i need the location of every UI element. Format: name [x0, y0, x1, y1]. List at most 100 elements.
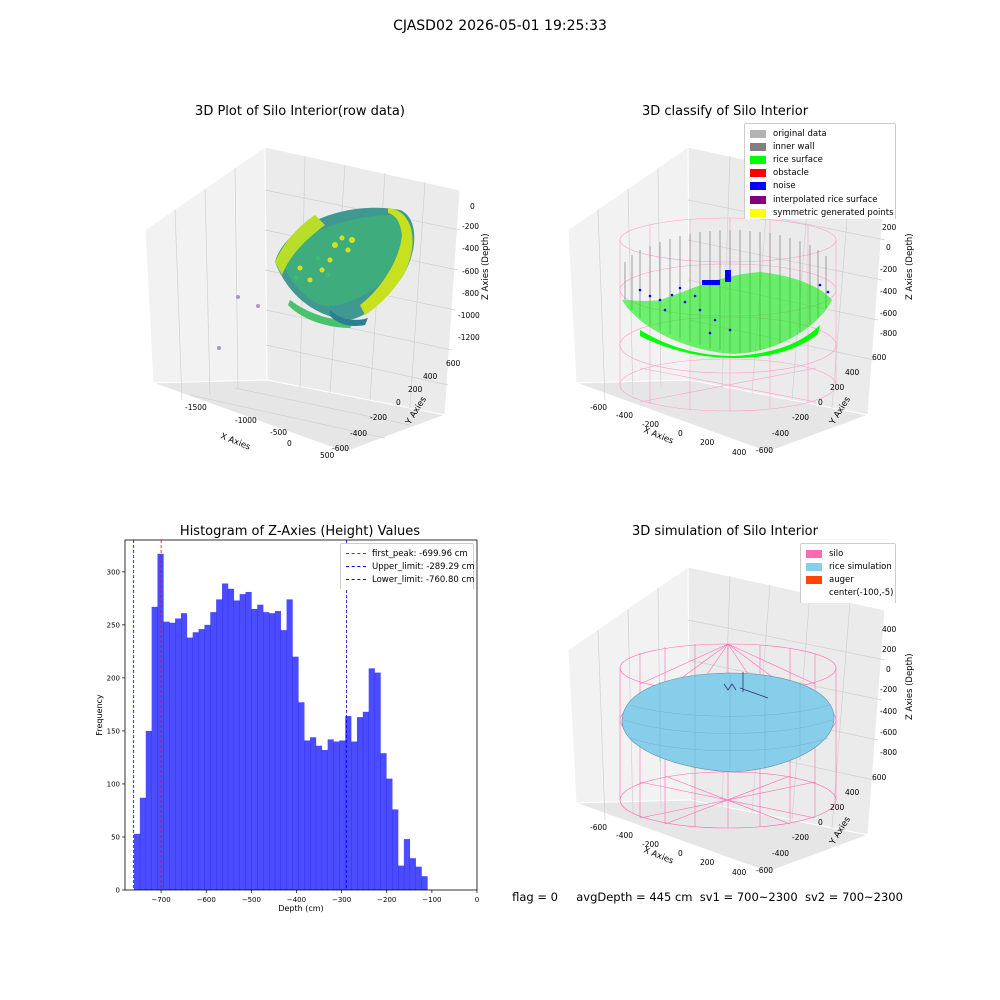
classify-ytick: 600	[872, 353, 887, 362]
classify-xtick: 400	[732, 448, 747, 457]
y-tick-label: 100	[107, 780, 120, 788]
legend-label: symmetric generated points	[773, 207, 894, 218]
histogram-bar	[175, 618, 182, 890]
simulation-ytick: -600	[756, 866, 773, 875]
histogram-bar	[134, 833, 141, 890]
classify-xtick: -400	[616, 411, 633, 420]
legend-swatch	[806, 589, 822, 597]
legend-label: Lower_limit: -760.80 cm	[372, 574, 475, 585]
simulation-ztick: -200	[880, 685, 897, 694]
legend-item-inner-wall: inner wall	[750, 140, 890, 153]
histogram-bar	[286, 599, 293, 890]
simulation-xtick: 400	[732, 868, 747, 877]
legend-swatch	[750, 169, 766, 178]
histogram-bar	[204, 624, 211, 890]
classify-ytick: 0	[818, 398, 823, 407]
histogram-bar	[321, 750, 328, 890]
simulation-ztick: 400	[882, 625, 897, 634]
raw-xtick: 500	[320, 451, 335, 460]
x-tick-label: 0	[475, 896, 479, 904]
histogram-bar	[139, 797, 147, 890]
y-tick-label: 250	[107, 621, 120, 629]
histogram-bar	[392, 809, 399, 890]
raw-left-pane	[144, 146, 268, 384]
histogram-ylabel: Frequency	[95, 694, 104, 736]
legend-label: original data	[773, 128, 827, 139]
x-tick-label: −700	[151, 896, 170, 904]
histogram-bar	[298, 702, 305, 890]
legend-swatch	[750, 129, 766, 138]
x-tick-label: −100	[422, 896, 441, 904]
simulation-ztick: -800	[880, 748, 897, 757]
histogram-bar	[216, 599, 223, 890]
histogram-bar	[180, 613, 188, 890]
histogram-bar	[415, 866, 422, 890]
histogram-bar	[169, 622, 176, 890]
raw-xtick: -1500	[185, 403, 207, 412]
raw-ztick: -1200	[458, 333, 480, 342]
raw-ztick: 0	[470, 202, 475, 211]
status-text: flag = 0 avgDepth = 445 cm sv1 = 700~230…	[512, 890, 903, 904]
histogram-bar	[351, 741, 358, 890]
legend-swatch	[750, 208, 766, 217]
raw-ytick: 400	[423, 372, 438, 381]
histogram-bar	[339, 740, 346, 890]
histogram-bar	[292, 656, 299, 890]
classify-noise	[638, 270, 830, 335]
raw-ztick: -800	[462, 289, 479, 298]
y-tick-label: 150	[107, 727, 120, 735]
raw-zlabel: Z Axies (Depth)	[481, 233, 491, 300]
histogram-bar	[222, 583, 229, 890]
figure-title: CJASD02 2026-05-01 19:25:33	[393, 18, 607, 34]
histogram-bar	[239, 594, 246, 890]
histogram-bar	[327, 739, 334, 890]
raw-ztick: -600	[462, 267, 479, 276]
classify-ytick: 200	[830, 383, 845, 392]
classify-ztick: -200	[880, 265, 897, 274]
simulation-center-marker	[723, 672, 769, 699]
histogram-bars	[134, 553, 428, 890]
classify-xtick: -600	[590, 403, 607, 412]
classify-ytick: -200	[792, 413, 809, 422]
histogram-bar	[333, 741, 340, 890]
x-tick-label: −200	[377, 896, 396, 904]
legend-label: first_peak: -699.96 cm	[372, 548, 468, 559]
histogram-bar	[374, 672, 381, 890]
legend-label: noise	[773, 181, 796, 192]
raw-xtick: 0	[287, 439, 292, 448]
y-tick-label: 300	[107, 568, 120, 576]
histogram-xlabel: Depth (cm)	[278, 904, 323, 913]
histogram-bar	[157, 553, 164, 890]
legend-line	[346, 553, 366, 555]
raw-3d-plot: -1500 -1000 -500 0 500 600 400 200 0 -20…	[144, 146, 491, 460]
histogram-bar	[368, 668, 375, 890]
legend-label: center(-100,-5)	[829, 588, 894, 599]
legend-label: Upper_limit: -289.29 cm	[372, 561, 475, 572]
histogram-legend: first_peak: -699.96 cm Upper_limit: -289…	[340, 543, 475, 589]
classify-ytick: -600	[756, 446, 773, 455]
raw-ztick: -200	[462, 222, 479, 231]
classify-ztick: -400	[880, 287, 897, 296]
classify-3d-plot: original data inner wall rice surface ob…	[567, 123, 915, 457]
legend-swatch	[750, 155, 766, 164]
legend-swatch	[806, 575, 822, 584]
histogram-y-axis: 0 50 100 150 200 250 300	[107, 568, 125, 895]
classify-legend: original data inner wall rice surface ob…	[744, 123, 896, 219]
histogram-bar	[263, 612, 270, 890]
raw-xtick: -500	[270, 428, 287, 437]
classify-ztick: -600	[880, 309, 897, 318]
legend-label: rice simulation	[829, 561, 892, 572]
simulation-ztick: 0	[886, 665, 891, 674]
legend-label: silo	[829, 548, 844, 559]
legend-swatch	[806, 549, 822, 558]
simulation-plot-title: 3D simulation of Silo Interior	[632, 524, 818, 539]
histogram-bar	[345, 716, 352, 890]
classify-zlabel: Z Axies (Depth)	[905, 233, 915, 300]
histogram-bar	[421, 876, 428, 890]
legend-label: auger	[829, 574, 854, 585]
histogram-frame	[124, 539, 478, 891]
legend-item-obstacle: obstacle	[750, 167, 890, 180]
histogram-bar	[386, 778, 393, 890]
legend-item-first-peak: first_peak: -699.96 cm	[346, 547, 468, 560]
histogram-bar	[274, 611, 281, 890]
